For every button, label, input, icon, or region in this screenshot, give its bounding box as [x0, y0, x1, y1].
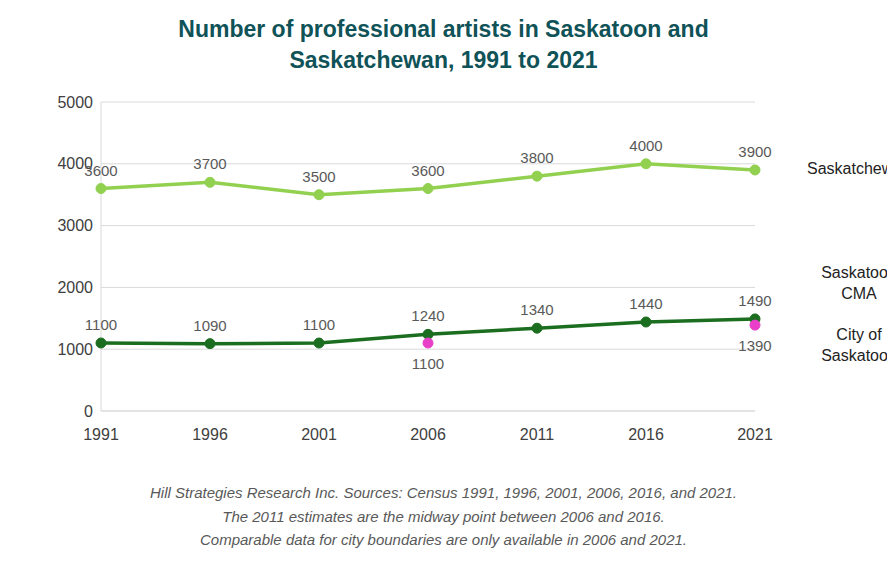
svg-text:4000: 4000: [57, 155, 93, 173]
svg-text:1996: 1996: [192, 426, 228, 443]
svg-text:1090: 1090: [193, 317, 226, 334]
svg-text:Saskatchewan: Saskatchewan: [807, 160, 879, 177]
svg-text:3600: 3600: [84, 162, 117, 179]
svg-text:SaskatoonCMA: SaskatoonCMA: [821, 265, 879, 303]
svg-text:3000: 3000: [57, 217, 93, 234]
svg-text:1340: 1340: [520, 301, 553, 318]
svg-text:1440: 1440: [629, 295, 662, 312]
svg-text:2001: 2001: [301, 426, 337, 443]
html-text:Comparable data for city bound: Comparable data for city boundaries are …: [200, 531, 687, 548]
svg-text:City ofSaskatoon: City ofSaskatoon: [821, 326, 879, 364]
svg-text:1490: 1490: [738, 292, 771, 309]
svg-text:3500: 3500: [302, 168, 335, 185]
svg-text:2016: 2016: [628, 426, 664, 443]
svg-text:1000: 1000: [57, 341, 93, 358]
svg-text:3600: 3600: [411, 162, 444, 179]
svg-text:2000: 2000: [57, 279, 93, 296]
svg-text:1100: 1100: [412, 355, 444, 372]
html-text:The 2011 estimates are the mid: The 2011 estimates are the midway point …: [222, 507, 665, 525]
svg-text:1240: 1240: [411, 307, 444, 324]
svg-text:3800: 3800: [520, 149, 553, 166]
svg-text:2011: 2011: [520, 426, 555, 443]
svg-text:1390: 1390: [738, 337, 771, 354]
svg-text:1100: 1100: [85, 316, 117, 333]
html-text:Hill Strategies Research Inc.: Hill Strategies Research Inc. Sources: C…: [150, 484, 737, 501]
svg-text:2006: 2006: [410, 426, 446, 443]
html-text:Number of professional artists: Number of professional artists in Saskat…: [178, 16, 709, 73]
svg-text:5000: 5000: [57, 94, 93, 111]
svg-text:2021: 2021: [737, 426, 773, 443]
svg-text:3700: 3700: [193, 155, 226, 172]
svg-text:1991: 1991: [83, 426, 119, 443]
svg-text:0: 0: [84, 403, 93, 420]
svg-text:4000: 4000: [629, 137, 662, 154]
svg-text:3900: 3900: [738, 143, 771, 160]
svg-text:1100: 1100: [303, 316, 335, 333]
